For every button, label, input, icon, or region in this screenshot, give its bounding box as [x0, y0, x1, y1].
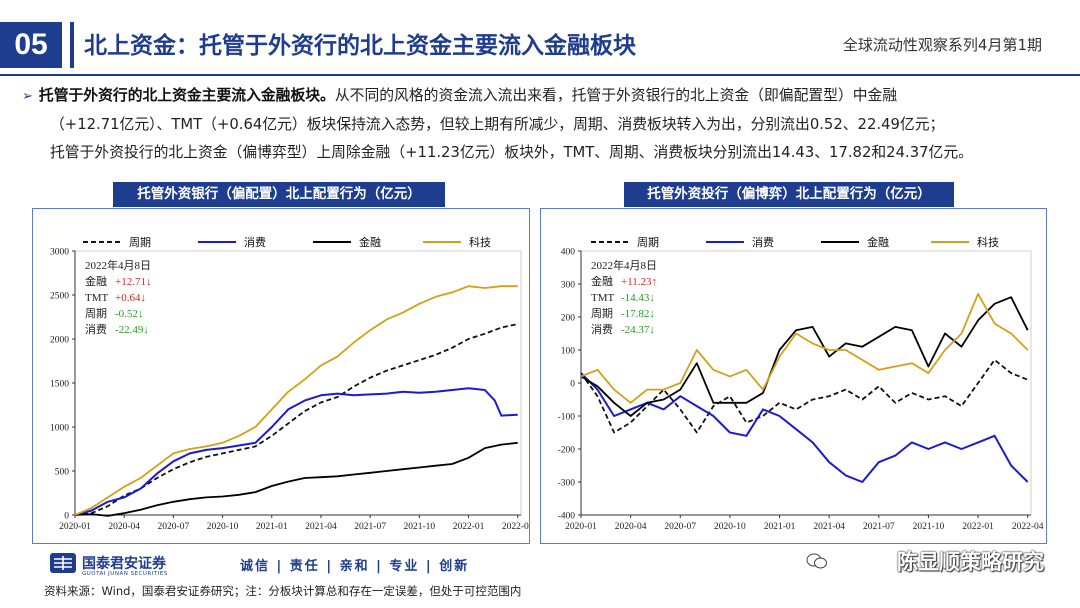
brand-slogan: 诚信 | 责任 | 亲和 | 专业 | 创新 — [240, 559, 470, 574]
series-line-科技 — [74, 285, 518, 516]
series-line-金融 — [580, 296, 1029, 417]
x-tick-label: 2020-10 — [207, 522, 239, 532]
page-title: 北上资金：托管于外资行的北上资金主要流入金融板块 — [84, 33, 636, 59]
annotation-value: +12.71↓ — [115, 276, 151, 288]
chart-1-title: 托管外资银行（偏配置）北上配置行为（亿元） — [113, 182, 445, 207]
y-tick-label: 100 — [561, 347, 576, 357]
x-tick-label: 2022-04 — [502, 522, 529, 532]
y-tick-label: 400 — [561, 248, 576, 258]
y-tick-label: 0 — [570, 380, 575, 390]
brand-name-en: GUOTAI JUNAN SECURITIES — [82, 571, 168, 577]
x-tick-label: 2020-04 — [108, 522, 140, 532]
x-tick-label: 2021-10 — [913, 522, 945, 532]
y-tick-label: -400 — [558, 512, 576, 522]
y-tick-label: 0 — [64, 512, 69, 522]
y-tick-label: 300 — [561, 281, 576, 291]
legend-label: 金融 — [867, 235, 889, 249]
x-tick-label: 2022-01 — [962, 522, 994, 532]
annotation-label: TMT — [591, 292, 615, 304]
plot-area — [74, 250, 522, 516]
y-tick-label: -100 — [558, 413, 576, 423]
y-tick-label: -300 — [558, 479, 576, 489]
summary-line-3: 托管于外资投行的北上资金（偏博弈型）上周除金融（+11.23亿元）板块外，TMT… — [50, 144, 973, 161]
y-tick-label: 3000 — [50, 248, 69, 258]
annotation-date: 2022年4月8日 — [591, 258, 657, 272]
y-tick-label: 200 — [561, 314, 576, 324]
series-line-周期 — [580, 359, 1029, 434]
chart-1-frame: 0 500 1000 1500 2000 2500 3000 2020-01 2020-04 20… — [32, 208, 534, 544]
x-tick-label: 2020-04 — [615, 522, 647, 532]
x-tick-label: 2021-01 — [764, 522, 796, 532]
series-line-消费 — [74, 387, 518, 516]
x-tick-label: 2020-07 — [158, 522, 190, 532]
annotation-value: -22.49↓ — [115, 324, 149, 336]
legend-label: 金融 — [359, 235, 381, 249]
chart-2-frame: -400 -300 -200 -100 0 100 200 300 400 2020-01 2020… — [540, 208, 1047, 544]
report-series-label: 全球流动性观察系列4月第1期 — [842, 36, 1042, 54]
brand-name: 国泰君安证券 — [82, 556, 166, 572]
annotation-value: +0.64↓ — [115, 292, 146, 304]
chart-2-title: 托管外资投行（偏博弈）北上配置行为（亿元） — [624, 182, 954, 207]
y-tick-label: 2000 — [50, 336, 69, 346]
legend-label: 周期 — [129, 236, 151, 249]
chart-2-plot: -400 -300 -200 -100 0 100 200 300 400 2020-01 2020… — [558, 235, 1044, 532]
summary-lead: 托管于外资行的北上资金主要流入金融板块。 — [38, 87, 335, 104]
brand-logo-icon — [50, 553, 76, 573]
header-divider — [0, 74, 1080, 76]
legend-label: 科技 — [977, 235, 999, 249]
x-tick-label: 2021-07 — [354, 522, 386, 532]
annotation-value: -17.82↓ — [621, 308, 655, 320]
watermark-account-name: 陈显顺策略研究 — [897, 550, 1044, 574]
x-tick-label: 2021-04 — [813, 522, 845, 532]
legend-label: 消费 — [752, 235, 774, 249]
plot-area — [580, 250, 1032, 516]
summary-line-1: ➢ 托管于外资行的北上资金主要流入金融板块。从不同的风格的资金流入流出来看，托管于… — [22, 82, 1062, 111]
x-tick-label: 2021-10 — [404, 522, 436, 532]
annotation-label: 金融 — [591, 274, 613, 288]
annotation-date: 2022年4月8日 — [85, 258, 151, 272]
legend-label: 科技 — [469, 235, 491, 249]
x-tick-label: 2020-01 — [59, 522, 91, 532]
annotation-label: 消费 — [85, 322, 107, 336]
summary-paragraph: ➢ 托管于外资行的北上资金主要流入金融板块。从不同的风格的资金流入流出来看，托管于… — [22, 82, 1062, 167]
y-tick-label: 1500 — [50, 380, 69, 390]
summary-line-1-rest: 从不同的风格的资金流入流出来看，托管于外资银行的北上资金（即偏配置型）中金融 — [334, 87, 898, 104]
legend-label: 周期 — [637, 236, 659, 249]
bullet-arrow-icon: ➢ — [22, 89, 33, 104]
annotation-value: -0.52↓ — [115, 308, 143, 320]
section-number: 05 — [0, 22, 62, 68]
annotation-value: +11.23↑ — [621, 276, 657, 288]
series-line-科技 — [580, 293, 1029, 404]
annotation-value: -14.43↓ — [621, 292, 655, 304]
x-tick-label: 2020-07 — [664, 522, 696, 532]
annotation-value: -24.37↓ — [621, 324, 655, 336]
y-tick-label: 1000 — [50, 424, 69, 434]
x-tick-label: 2021-04 — [305, 522, 337, 532]
series-line-金融 — [74, 441, 518, 517]
x-tick-label: 2022-04 — [1012, 522, 1044, 532]
annotation-label: 消费 — [591, 322, 613, 336]
source-note: 资料来源：Wind，国泰君安证券研究；注：分板块计算总和存在一定误差，但处于可控… — [44, 584, 522, 598]
wechat-icon — [806, 553, 827, 569]
series-line-周期 — [74, 323, 518, 516]
annotation-label: 周期 — [85, 307, 107, 320]
annotation-label: 周期 — [591, 307, 613, 320]
summary-line-2: （+12.71亿元）、TMT（+0.64亿元）板块保持流入态势，但较上期有所减少… — [50, 116, 945, 133]
x-tick-label: 2021-07 — [863, 522, 895, 532]
x-tick-label: 2022-01 — [453, 522, 485, 532]
x-tick-label: 2021-01 — [256, 522, 288, 532]
y-tick-label: -200 — [558, 446, 576, 456]
annotation-label: 金融 — [85, 274, 107, 288]
y-tick-label: 500 — [55, 468, 70, 478]
chart-1-plot: 0 500 1000 1500 2000 2500 3000 2020-01 2020-04 20… — [50, 235, 534, 532]
x-tick-label: 2020-10 — [714, 522, 746, 532]
y-tick-label: 2500 — [50, 292, 69, 302]
series-line-消费 — [580, 372, 1029, 483]
x-tick-label: 2020-01 — [565, 522, 597, 532]
annotation-label: TMT — [85, 292, 109, 304]
legend-label: 消费 — [244, 235, 266, 249]
header-accent-bar — [70, 22, 74, 68]
